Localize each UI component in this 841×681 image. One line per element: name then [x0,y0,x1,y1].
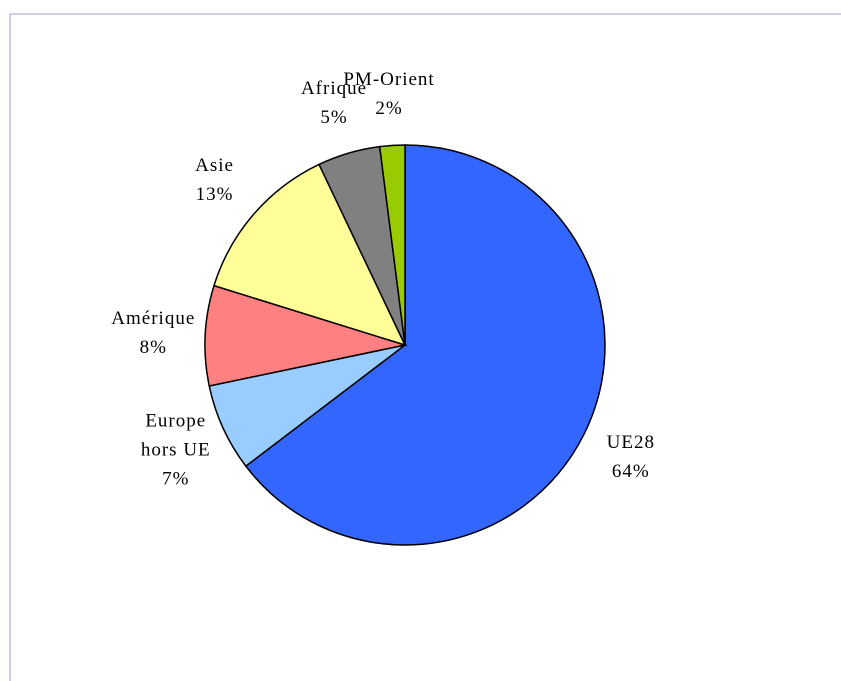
pie-slice [378,144,406,346]
pie-slice [213,163,407,347]
value-label: 2% [375,97,403,119]
slice-label: UE28 64% [607,428,655,486]
pie-slice [244,144,606,546]
slice-label: Afrique 5% [301,74,367,132]
category-label: Europe hors UE [140,410,211,461]
value-label: 7% [162,468,190,490]
slice-label: Asie 13% [195,151,234,209]
category-label: PM-Orient [343,68,435,90]
value-label: 8% [139,337,167,358]
value-label: 13% [195,183,234,205]
slice-label: Amérique 8% [111,304,195,362]
slice-label: PM-Orient 2% [343,65,434,123]
category-label: UE28 [606,431,655,453]
value-label: 64% [611,460,650,482]
category-label: Asie [195,154,234,176]
value-label: 5% [320,107,348,129]
slice-label: Europe hors UE 7% [130,406,222,493]
category-label: Afrique [300,78,368,100]
category-label: Amérique [111,308,196,329]
pie-slice [204,284,408,387]
